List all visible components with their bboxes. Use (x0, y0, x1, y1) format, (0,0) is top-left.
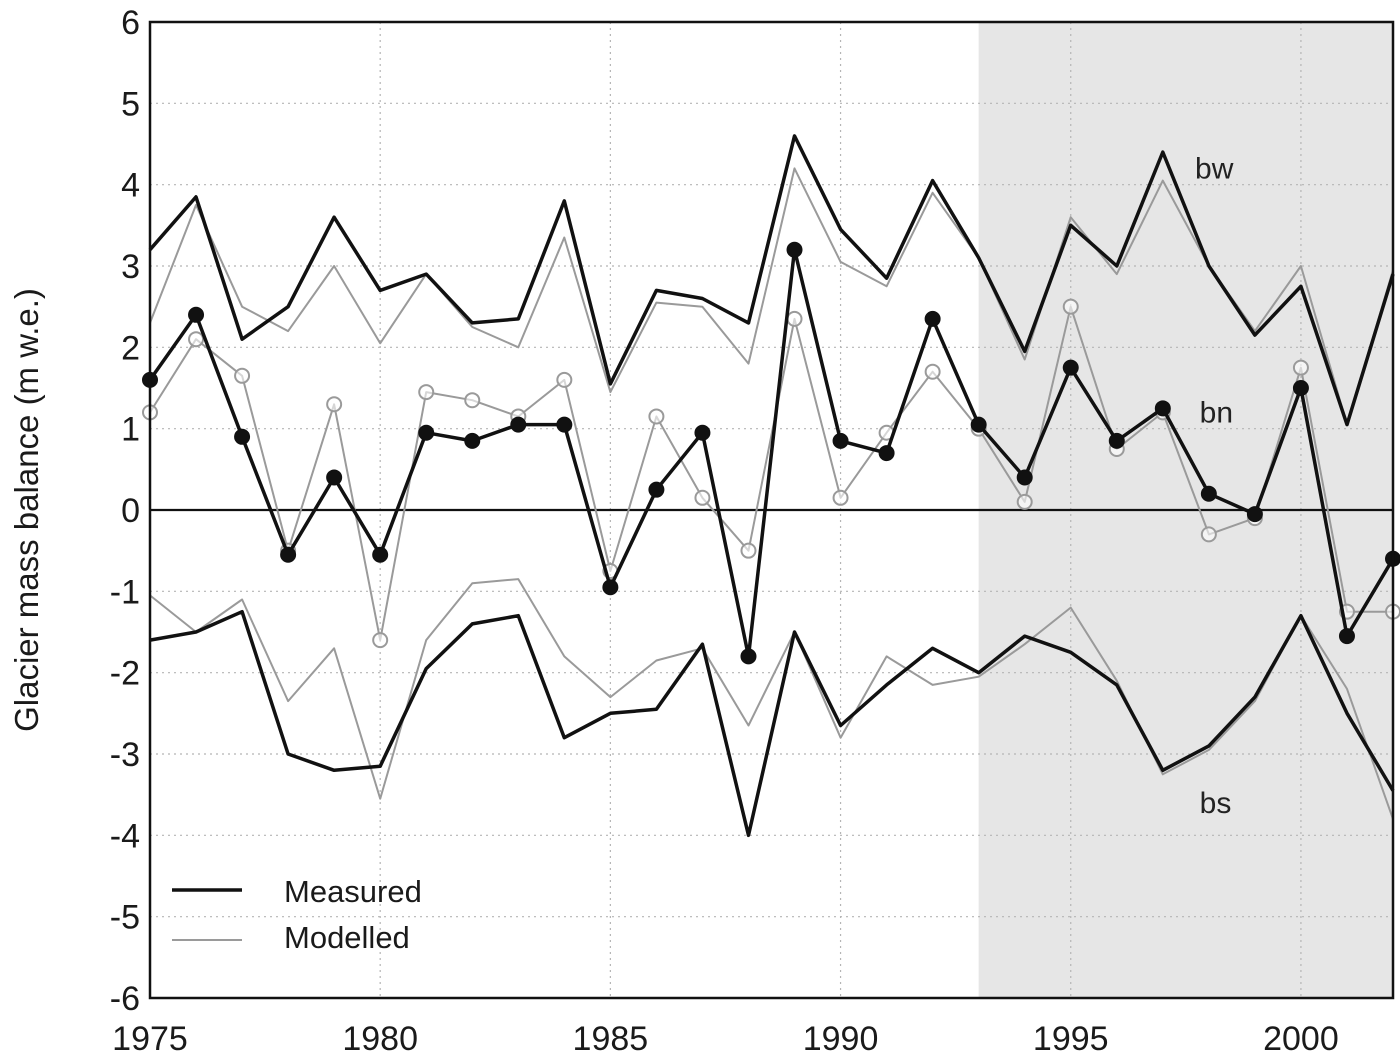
point-bn-modelled (1062, 298, 1079, 315)
point-bn-modelled (740, 542, 757, 559)
point-bn-measured (1108, 432, 1125, 449)
point-bn-measured (878, 445, 895, 462)
point-bn-modelled (694, 489, 711, 506)
x-tick-label: 1985 (573, 1020, 649, 1058)
y-tick-label: 1 (121, 411, 140, 449)
point-bn-measured (924, 310, 941, 327)
series-bn-measured-line (148, 247, 1395, 659)
point-bn-modelled (326, 396, 343, 413)
y-tick-label: 3 (121, 248, 140, 286)
legend-measured-label: Measured (284, 874, 422, 909)
point-bn-measured (234, 428, 251, 445)
point-bn-measured (1154, 400, 1171, 417)
x-tick-label: 1980 (342, 1020, 418, 1058)
annotation-bs: bs (1200, 787, 1232, 820)
point-bn-modelled (1016, 493, 1033, 510)
point-bn-measured (1292, 380, 1309, 396)
y-tick-label: -2 (110, 655, 140, 693)
point-bn-measured (372, 546, 389, 563)
y-tick-label: -1 (110, 573, 140, 611)
y-tick-label: -6 (110, 980, 140, 1018)
point-bn-measured (418, 424, 435, 441)
legend: Measured Modelled (172, 874, 422, 955)
series-bs-measured-line (149, 609, 1395, 838)
plot-frame (148, 20, 1395, 1000)
point-bn-modelled (924, 363, 941, 380)
point-bn-measured (1200, 485, 1217, 502)
annotation-bn: bn (1200, 396, 1233, 429)
y-tick-label: -4 (110, 817, 140, 855)
y-axis-label: Glacier mass balance (m w.e.) (8, 288, 45, 732)
point-bn-measured (510, 416, 527, 433)
point-bn-measured (464, 432, 481, 449)
point-bn-modelled (1292, 359, 1309, 376)
point-bn-measured (970, 416, 987, 433)
point-bn-modelled (188, 331, 205, 348)
annotation-bw: bw (1195, 152, 1234, 185)
point-bn-measured (602, 579, 619, 596)
point-bn-measured (832, 432, 849, 449)
series-bw-modelled-line (149, 167, 1394, 426)
y-tick-label: 6 (121, 4, 140, 42)
point-bn-modelled (556, 371, 573, 388)
y-tick-label: -3 (110, 736, 140, 774)
point-bn-modelled (786, 310, 803, 327)
grid (150, 22, 1393, 998)
point-bn-measured (740, 648, 757, 665)
point-bn-modelled (372, 632, 389, 649)
point-bn-measured (556, 416, 573, 433)
series-bw-measured-line (148, 134, 1395, 427)
point-bn-modelled (234, 367, 251, 384)
legend-modelled-label: Modelled (284, 920, 410, 955)
point-bn-measured (326, 469, 343, 486)
y-tick-label: -5 (110, 899, 140, 937)
point-bn-measured (280, 546, 297, 563)
x-tick-label: 2000 (1263, 1020, 1339, 1058)
x-tick-label: 1995 (1033, 1020, 1109, 1058)
series-group (142, 134, 1400, 838)
y-tick-label: 2 (121, 329, 140, 367)
series-bs-modelled-line (149, 578, 1394, 820)
point-bn-measured (786, 241, 803, 258)
plot-border (148, 20, 1395, 1000)
series-bn-modelled-line (149, 305, 1393, 642)
point-bn-measured (188, 306, 205, 323)
point-bn-measured (694, 424, 711, 441)
point-bn-measured (1246, 506, 1263, 523)
point-bn-measured (1338, 628, 1355, 645)
series-annotations: bw bn bs (1195, 152, 1234, 819)
point-bn-measured (1062, 359, 1079, 376)
point-bn-modelled (832, 489, 849, 506)
point-bn-modelled (648, 408, 665, 425)
y-tick-label: 0 (121, 492, 140, 530)
y-tick-label: 4 (121, 167, 140, 205)
point-bn-modelled (1200, 526, 1217, 543)
tick-labels: 1975 1980 1985 1990 1995 2000 -6 -5 -4 -3 -2 -1 0 1 2 3… (110, 4, 1339, 1058)
x-tick-label: 1975 (112, 1020, 188, 1058)
point-bn-modelled (418, 384, 435, 401)
y-tick-label: 5 (121, 85, 140, 123)
x-tick-label: 1990 (803, 1020, 879, 1058)
point-bn-measured (1016, 469, 1033, 486)
point-bn-measured (648, 481, 665, 498)
point-bn-modelled (464, 392, 481, 409)
